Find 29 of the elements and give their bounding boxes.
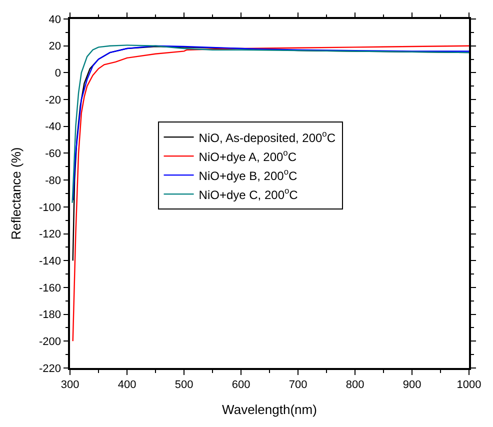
y-tick-label: -160 [39,282,62,294]
y-tick-label: -220 [39,362,62,375]
x-tick-label: 900 [402,378,422,391]
y-tick-label: 20 [48,40,62,53]
x-tick-label: 600 [232,378,250,391]
x-axis-title: Wavelength(nm) [222,402,317,418]
legend-label: NiO, As-deposited, 200$^{o}$C [198,128,336,145]
x-tick-label: 700 [288,378,308,391]
y-tick-label: -60 [45,148,62,160]
x-tick-label: 400 [118,378,136,391]
legend-label: NiO+dye C, 200$^{o}$C [198,186,298,202]
y-tick-label: -200 [39,336,62,348]
x-tick-label: 300 [60,378,80,391]
y-tick-label: 40 [48,14,62,26]
legend-label: NiO+dye B, 200$^{o}$C [198,166,298,183]
y-tick-label: -140 [39,255,62,268]
y-tick-label: -80 [45,174,62,187]
x-tick-label: 500 [174,378,194,391]
y-tick-label: -180 [39,309,62,322]
y-axis-title: Reflectance (%) [8,147,24,240]
y-tick-label: -20 [45,94,62,106]
line-series [72,45,469,342]
x-tick-label: 1000 [456,378,482,391]
y-tick-label: -40 [45,121,62,134]
y-tick-label: 0 [54,68,62,80]
legend-label: NiO+dye A, 200$^{o}$C [198,148,297,164]
y-tick-label: -100 [39,202,62,214]
y-tick-label: -120 [39,228,62,241]
x-tick-label: 800 [346,378,364,391]
